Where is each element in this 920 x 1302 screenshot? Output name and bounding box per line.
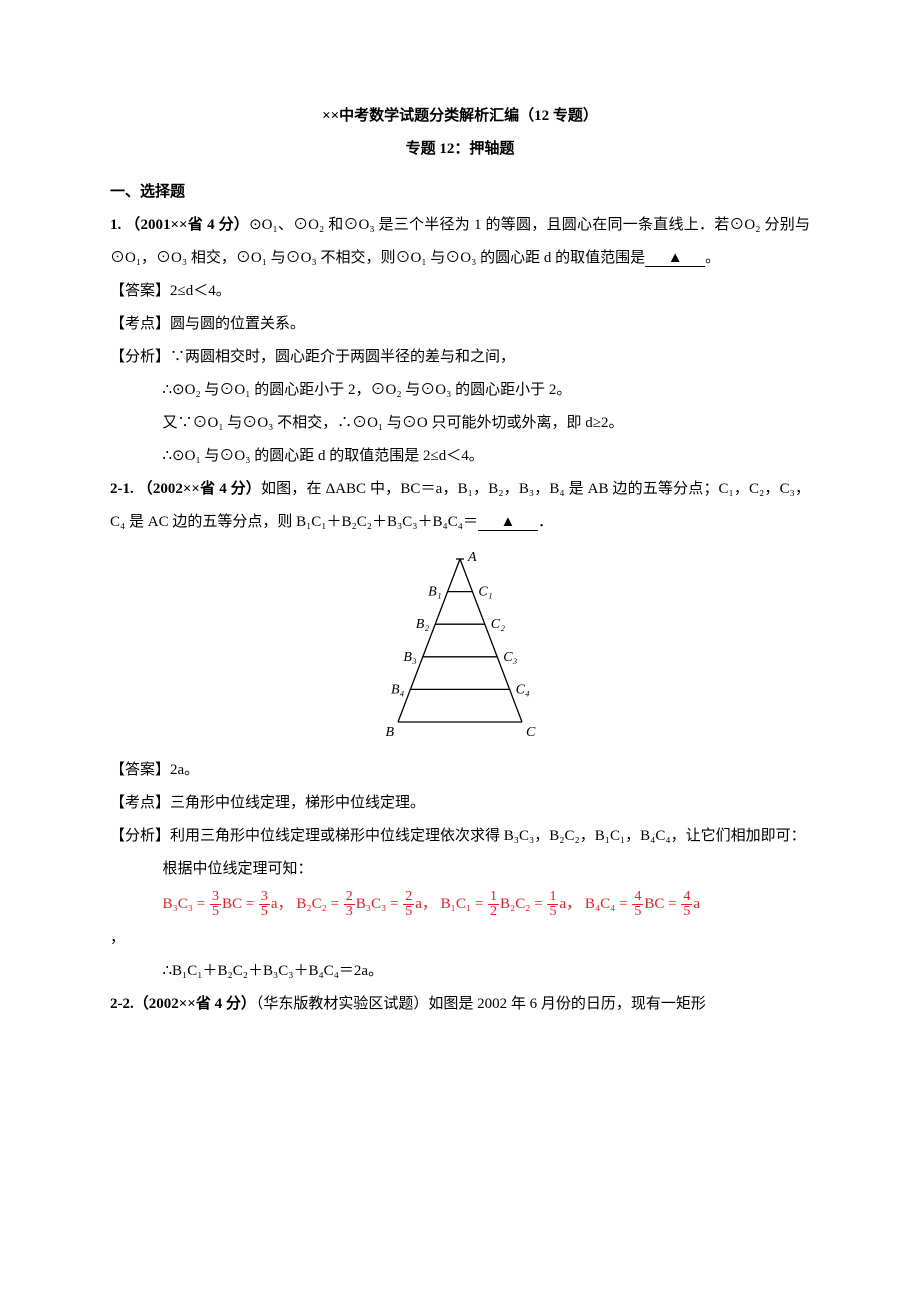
q21-figure: B₁ C₁ B₂ C₂ B₃ C₃ B₄ C₄ A B C xyxy=(110,547,810,750)
svg-text:B₁: B₁ xyxy=(428,585,441,600)
q21-conclusion: ∴B₁C₁＋B₂C₂＋B₃C₃＋B₄C₄＝2a。 xyxy=(110,955,810,988)
svg-text:C₄: C₄ xyxy=(516,682,530,697)
svg-text:C: C xyxy=(526,725,536,737)
svg-text:C₂: C₂ xyxy=(491,617,505,632)
q1-fenxi-l3: ∴⊙O₁ 与⊙O₃ 的圆心距 d 的取值范围是 2≤d＜4。 xyxy=(110,440,810,473)
svg-text:B₄: B₄ xyxy=(391,682,405,697)
q21-blank: ▲ xyxy=(478,515,538,531)
q1-fenxi: 【分析】∵两圆相交时，圆心距介于两圆半径的差与和之间， xyxy=(110,341,810,374)
q21-trailing: ， xyxy=(110,922,810,955)
q21-stem: 2-1. （2002××省 4 分）如图，在 ΔABC 中，BC＝a，B₁，B₂… xyxy=(110,473,810,539)
q21-stem-a: 2-1. （2002××省 4 分） xyxy=(110,481,261,497)
q21-fenxi: 【分析】利用三角形中位线定理或梯形中位线定理依次求得 B₃C₃，B₂C₂，B₁C… xyxy=(110,820,810,853)
q22-stem: 2-2.（2002××省 4 分）（华东版教材实验区试题）如图是 2002 年 … xyxy=(110,988,810,1021)
q21-stem-end: ． xyxy=(538,514,553,530)
doc-title: ××中考数学试题分类解析汇编（12 专题） xyxy=(110,100,810,133)
q1-blank: ▲ xyxy=(645,251,705,267)
svg-text:B: B xyxy=(385,725,394,737)
svg-text:B₂: B₂ xyxy=(416,617,430,632)
q1-fenxi-l1: ∴⊙O₂ 与⊙O₁ 的圆心距小于 2，⊙O₂ 与⊙O₃ 的圆心距小于 2。 xyxy=(110,374,810,407)
q1-fenxi-l2: 又∵⊙O₁ 与⊙O₃ 不相交，∴⊙O₁ 与⊙O 只可能外切或外离，即 d≥2。 xyxy=(110,407,810,440)
q21-answer: 【答案】2a。 xyxy=(110,754,810,787)
doc-subtitle: 专题 12：押轴题 xyxy=(110,133,810,166)
q1-stem-end: 。 xyxy=(705,250,720,266)
svg-text:C₃: C₃ xyxy=(503,650,517,665)
q1-kaodian: 【考点】圆与圆的位置关系。 xyxy=(110,308,810,341)
q1-stem-a: 1. （2001××省 4 分） xyxy=(110,217,249,233)
q21-kaodian: 【考点】三角形中位线定理，梯形中位线定理。 xyxy=(110,787,810,820)
q1-answer: 【答案】2≤d＜4。 xyxy=(110,275,810,308)
q21-fenxi-mid: 根据中位线定理可知： xyxy=(110,853,810,886)
q21-math: B₃C₃ = 35BC = 35a， B₂C₂ = 23B₃C₃ = 25a， … xyxy=(110,886,810,922)
svg-text:A: A xyxy=(467,550,477,565)
svg-text:C₁: C₁ xyxy=(478,585,492,600)
section-heading: 一、选择题 xyxy=(110,176,810,209)
q22-stem-a: 2-2.（2002××省 4 分） xyxy=(110,996,256,1012)
q1-stem: 1. （2001××省 4 分）⊙O₁、⊙O₂ 和⊙O₃ 是三个半径为 1 的等… xyxy=(110,209,810,275)
svg-text:B₃: B₃ xyxy=(403,650,417,665)
q22-stem-b: （华东版教材实验区试题）如图是 2002 年 6 月份的日历，现有一矩形 xyxy=(256,996,706,1012)
